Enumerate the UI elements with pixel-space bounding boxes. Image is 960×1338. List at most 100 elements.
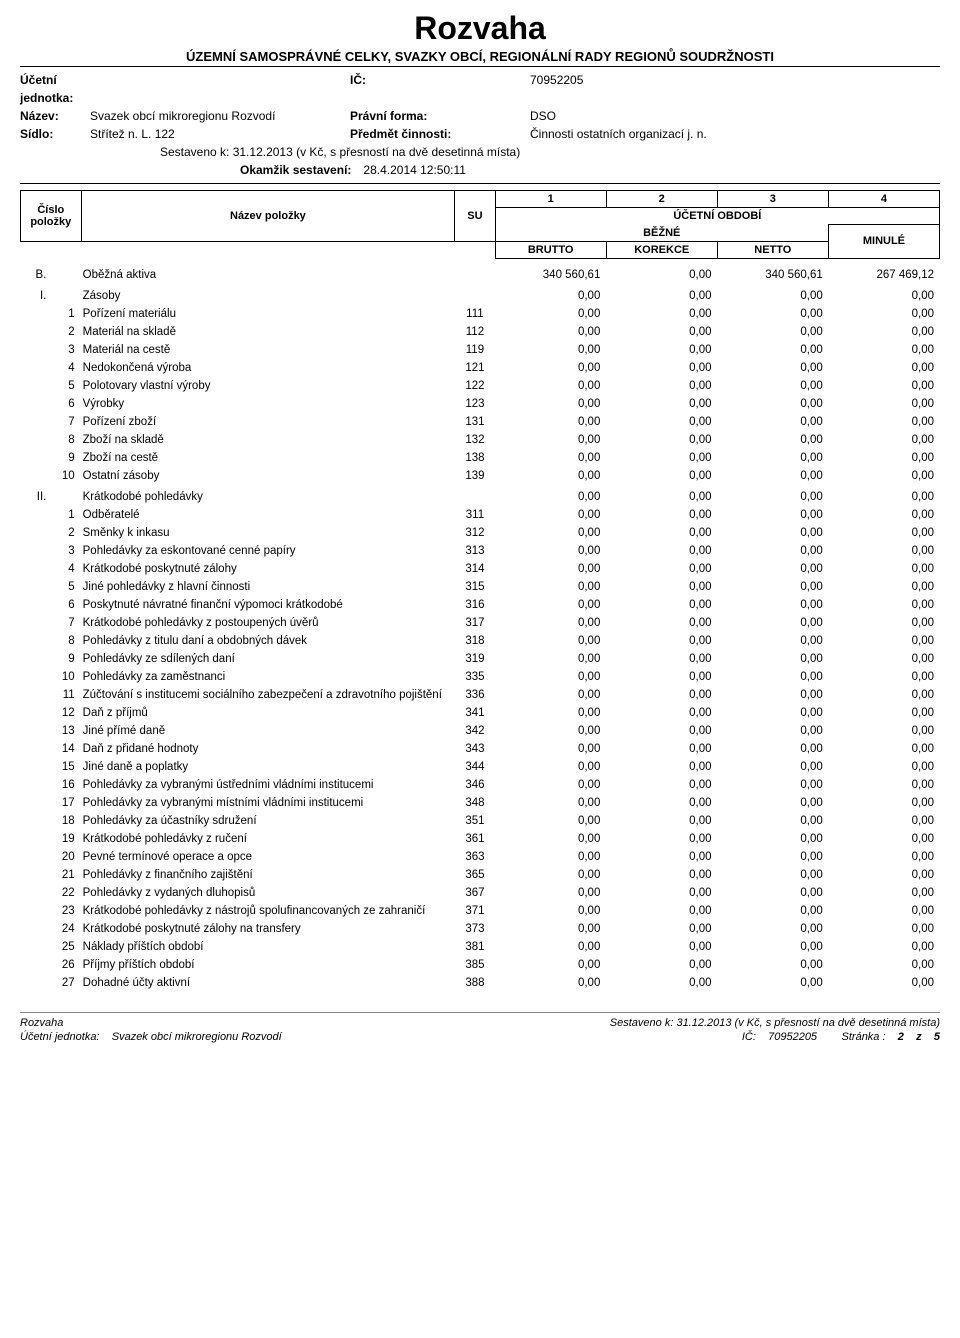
cell-netto: 0,00 (718, 485, 829, 506)
cell-netto: 0,00 (718, 812, 829, 830)
cell-sub: 26 (54, 956, 80, 974)
cell-sub: 9 (54, 449, 80, 467)
cell-korekce: 0,00 (606, 263, 717, 284)
data-row: 15Jiné daně a poplatky3440,000,000,000,0… (20, 758, 940, 776)
cell-brutto: 0,00 (495, 938, 606, 956)
cell-minule: 0,00 (829, 650, 940, 668)
cell-name: Krátkodobé pohledávky z nástrojů spolufi… (81, 902, 455, 920)
cell-minule: 0,00 (829, 431, 940, 449)
cell-korekce: 0,00 (606, 848, 717, 866)
section-row: I.Zásoby0,000,000,000,00 (20, 284, 940, 305)
cell-name: Materiál na cestě (81, 341, 455, 359)
cell-minule: 0,00 (829, 467, 940, 485)
cell-minule: 0,00 (829, 974, 940, 992)
cell-netto: 0,00 (718, 413, 829, 431)
cell-name: Zboží na skladě (81, 431, 455, 449)
cell-brutto: 0,00 (495, 974, 606, 992)
cell-brutto: 0,00 (495, 722, 606, 740)
cell-netto: 0,00 (718, 449, 829, 467)
cell-minule: 0,00 (829, 284, 940, 305)
footer-page-label: Stránka : (842, 1031, 886, 1043)
data-row: 6Poskytnuté návratné finanční výpomoci k… (20, 596, 940, 614)
cell-netto: 0,00 (718, 323, 829, 341)
th-netto: NETTO (717, 241, 828, 258)
cell-korekce: 0,00 (606, 776, 717, 794)
data-row: 10Pohledávky za zaměstnanci3350,000,000,… (20, 668, 940, 686)
data-row: 5Polotovary vlastní výroby1220,000,000,0… (20, 377, 940, 395)
cell-sub: 13 (54, 722, 80, 740)
cell-su: 341 (455, 704, 495, 722)
cell-sub: 4 (54, 359, 80, 377)
cell-name: Pořízení zboží (81, 413, 455, 431)
cell-netto: 0,00 (718, 560, 829, 578)
cell-korekce: 0,00 (606, 902, 717, 920)
cell-korekce: 0,00 (606, 758, 717, 776)
cell-minule: 0,00 (829, 722, 940, 740)
cell-sub: 6 (54, 596, 80, 614)
cell-su: 112 (455, 323, 495, 341)
cell-brutto: 0,00 (495, 578, 606, 596)
cell-minule: 0,00 (829, 920, 940, 938)
cell-su (455, 485, 495, 506)
cell-korekce: 0,00 (606, 413, 717, 431)
cell-minule: 0,00 (829, 668, 940, 686)
cell-name: Pořízení materiálu (81, 305, 455, 323)
cell-su: 351 (455, 812, 495, 830)
cell-brutto: 0,00 (495, 740, 606, 758)
footer-page-of: z (916, 1031, 922, 1043)
sidlo-label: Sídlo: (20, 125, 90, 143)
cell-brutto: 0,00 (495, 359, 606, 377)
cell-minule: 0,00 (829, 758, 940, 776)
cell-name: Výrobky (81, 395, 455, 413)
cell-korekce: 0,00 (606, 704, 717, 722)
table-header: Číslo položky Název položky SU 1 2 3 4 Ú… (20, 190, 940, 259)
footer: Rozvaha Sestaveno k: 31.12.2013 (v Kč, s… (20, 1012, 940, 1043)
cell-sub: 24 (54, 920, 80, 938)
cell-minule: 0,00 (829, 740, 940, 758)
ic-value: 70952205 (530, 71, 583, 107)
data-row: 11Zúčtování s institucemi sociálního zab… (20, 686, 940, 704)
cell-su: 342 (455, 722, 495, 740)
footer-page-value: 2 (898, 1031, 904, 1043)
cell-netto: 0,00 (718, 341, 829, 359)
cell-netto: 0,00 (718, 596, 829, 614)
cell-name: Ostatní zásoby (81, 467, 455, 485)
cell-korekce: 0,00 (606, 596, 717, 614)
cell-brutto: 0,00 (495, 704, 606, 722)
cell-su: 317 (455, 614, 495, 632)
cell-su: 111 (455, 305, 495, 323)
cell-su: 385 (455, 956, 495, 974)
cell-su: 381 (455, 938, 495, 956)
cell-korekce: 0,00 (606, 377, 717, 395)
cell-su: 121 (455, 359, 495, 377)
cell-korekce: 0,00 (606, 431, 717, 449)
cell-netto: 0,00 (718, 920, 829, 938)
cell-sub: 3 (54, 341, 80, 359)
data-row: 23Krátkodobé pohledávky z nástrojů spolu… (20, 902, 940, 920)
cell-korekce: 0,00 (606, 956, 717, 974)
cell-sub: 20 (54, 848, 80, 866)
cell-name: Pohledávky za účastníky sdružení (81, 812, 455, 830)
cell-netto: 340 560,61 (718, 263, 829, 284)
cell-korekce: 0,00 (606, 740, 717, 758)
cell-minule: 0,00 (829, 794, 940, 812)
data-row: 21Pohledávky z finančního zajištění3650,… (20, 866, 940, 884)
data-row: 9Zboží na cestě1380,000,000,000,00 (20, 449, 940, 467)
cell-minule: 0,00 (829, 776, 940, 794)
cell-name: Nedokončená výroba (81, 359, 455, 377)
cell-korekce: 0,00 (606, 938, 717, 956)
cell-netto: 0,00 (718, 284, 829, 305)
cell-su (455, 263, 495, 284)
data-row: 5Jiné pohledávky z hlavní činnosti3150,0… (20, 578, 940, 596)
th-korekce: KOREKCE (606, 241, 717, 258)
cell-korekce: 0,00 (606, 578, 717, 596)
data-row: 17Pohledávky za vybranými místními vládn… (20, 794, 940, 812)
cell-sub: 7 (54, 413, 80, 431)
th-c3: 3 (717, 191, 828, 208)
cell-netto: 0,00 (718, 377, 829, 395)
cell-minule: 0,00 (829, 812, 940, 830)
cell-su (455, 284, 495, 305)
cell-name: Zúčtování s institucemi sociálního zabez… (81, 686, 455, 704)
cell-korekce: 0,00 (606, 650, 717, 668)
cell-su: 336 (455, 686, 495, 704)
